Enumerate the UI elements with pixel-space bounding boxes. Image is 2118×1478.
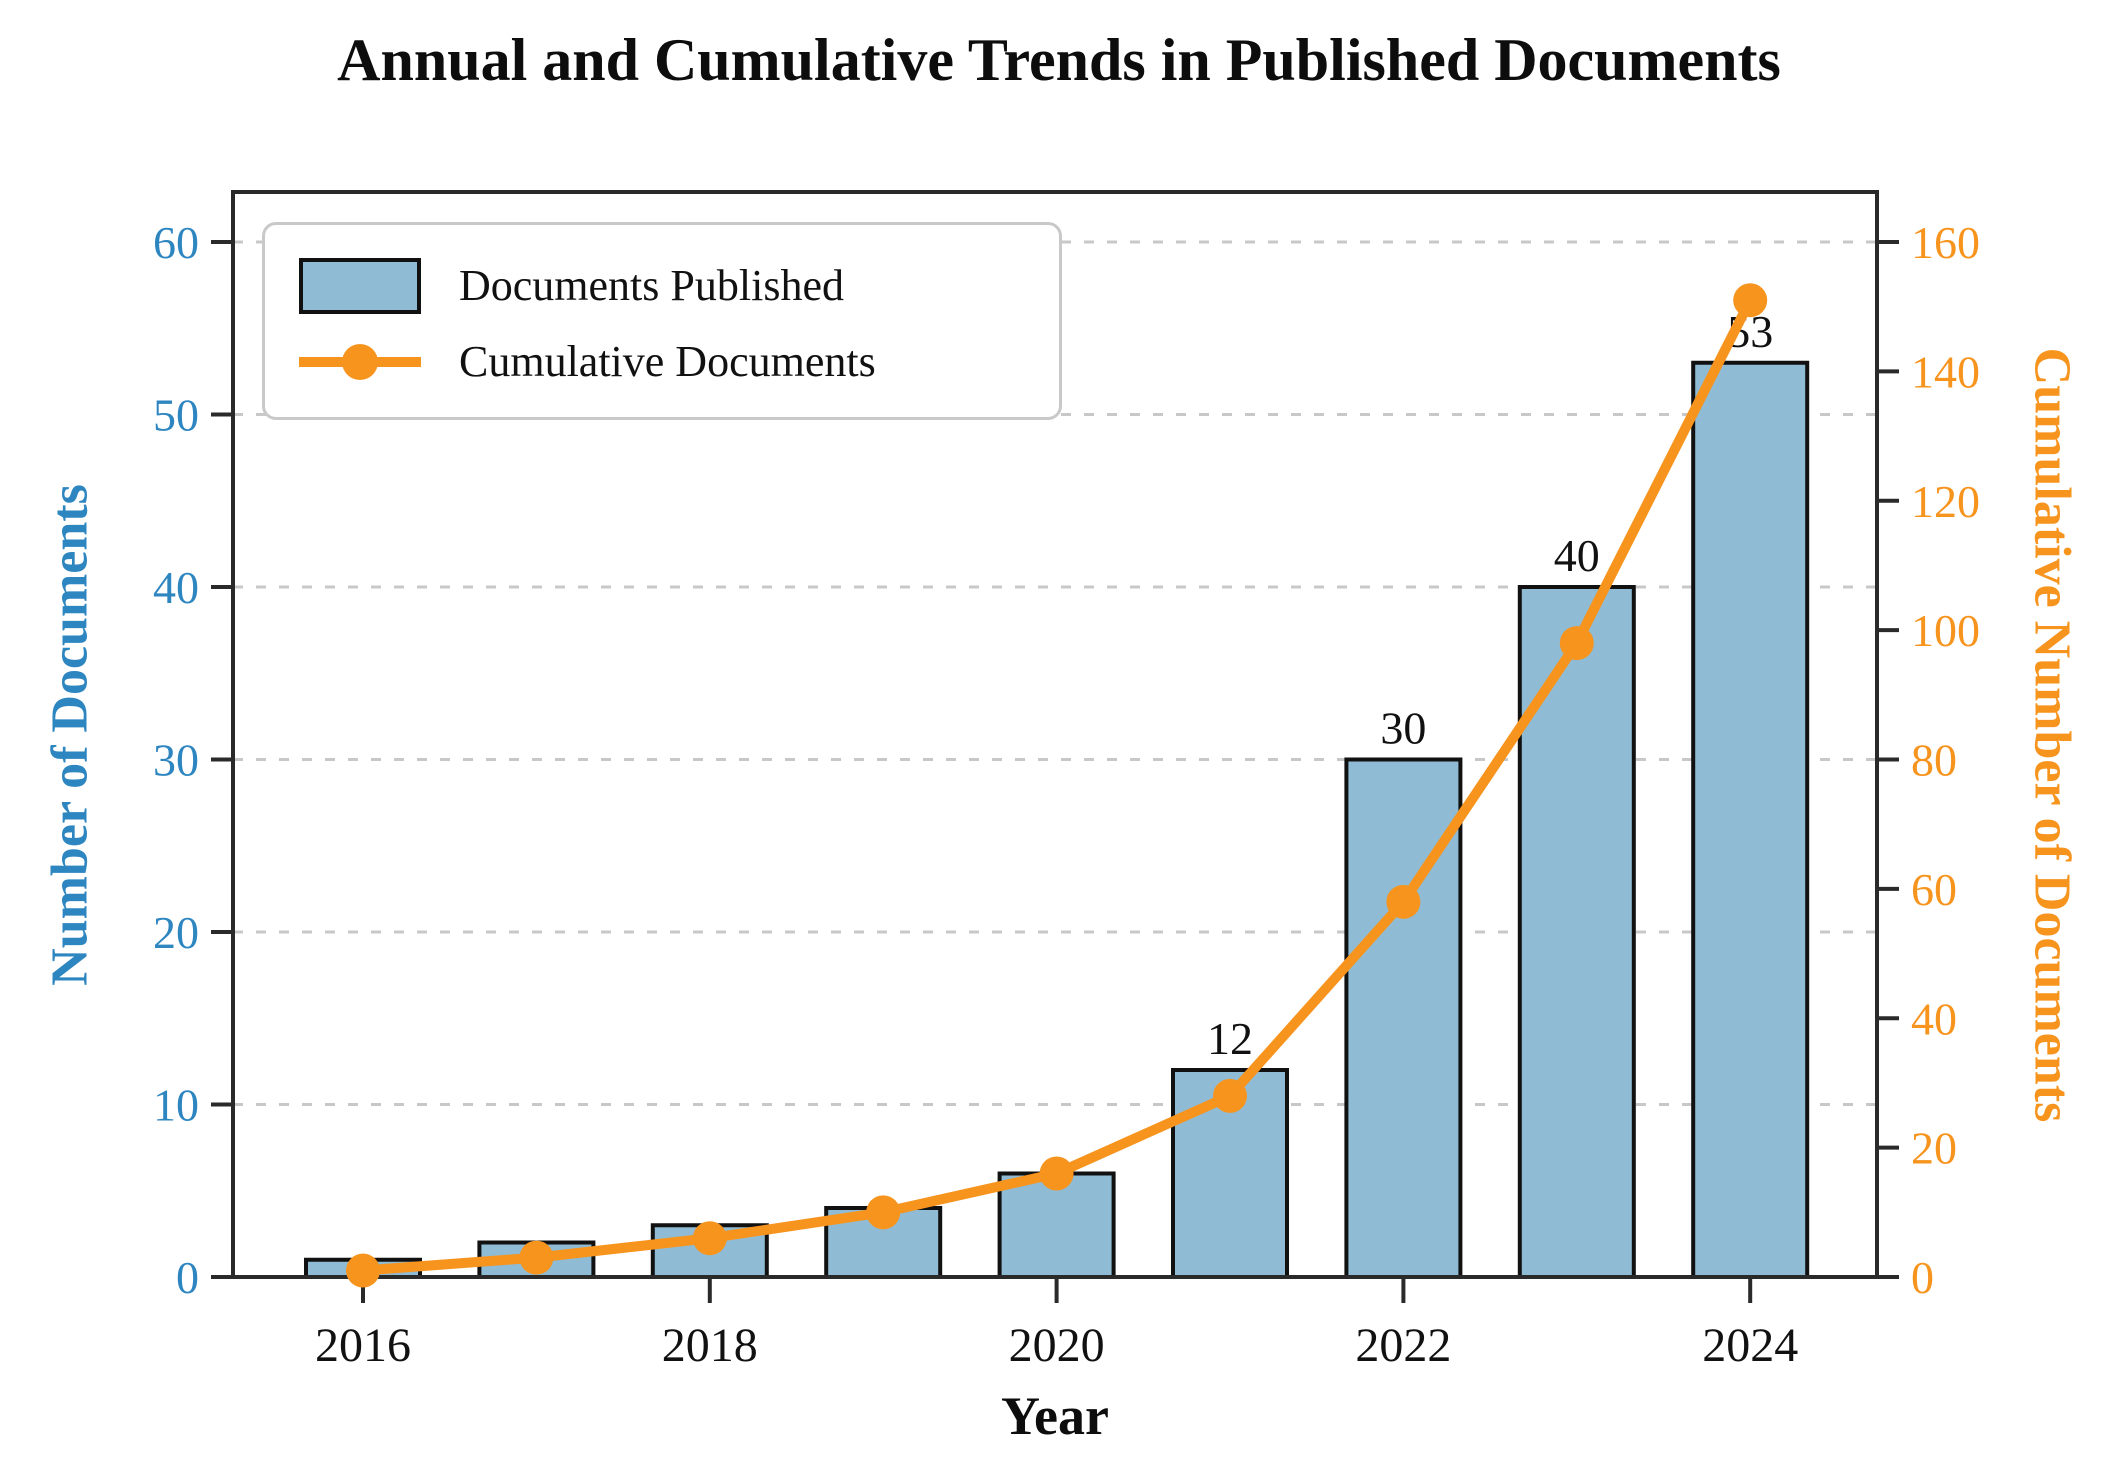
- legend-line-swatch-icon: [299, 344, 421, 380]
- right-y-tick-label: 120: [1911, 476, 1980, 527]
- bar: [1517, 585, 1636, 1279]
- legend-label: Cumulative Documents: [459, 337, 876, 386]
- right-y-tick-label: 160: [1911, 217, 1980, 268]
- left-y-tick-label: 50: [153, 390, 199, 441]
- right-y-tick-label: 0: [1911, 1252, 1934, 1303]
- cumulative-marker: [1039, 1156, 1074, 1191]
- x-tick-label: 2024: [1702, 1319, 1798, 1372]
- x-tick-label: 2018: [662, 1319, 758, 1372]
- left-y-tick-label: 0: [176, 1252, 199, 1303]
- left-y-tick-label: 40: [153, 562, 199, 613]
- cumulative-marker: [1386, 884, 1421, 919]
- cumulative-marker: [866, 1195, 901, 1230]
- left-y-tick-label: 20: [153, 907, 199, 958]
- x-tick-label: 2022: [1355, 1319, 1451, 1372]
- chart-title: Annual and Cumulative Trends in Publishe…: [337, 27, 1781, 93]
- legend-item-cumulative-documents: Cumulative Documents: [299, 340, 1059, 384]
- y-axis-label-right: Cumulative Number of Documents: [2023, 347, 2081, 1123]
- legend-bar-swatch-icon: [299, 258, 421, 314]
- legend-item-documents-published: Documents Published: [299, 258, 1059, 314]
- right-y-tick-label: 60: [1911, 864, 1957, 915]
- cumulative-marker: [1733, 283, 1768, 318]
- bar-value-label: 30: [1380, 703, 1426, 754]
- y-axis-label-left: Number of Documents: [41, 484, 99, 986]
- right-y-tick-label: 80: [1911, 735, 1957, 786]
- left-y-tick-label: 30: [153, 735, 199, 786]
- cumulative-marker: [1213, 1078, 1247, 1113]
- bar: [1691, 360, 1810, 1279]
- legend: Documents Published Cumulative Documents: [262, 222, 1062, 420]
- right-y-tick-label: 20: [1911, 1123, 1957, 1174]
- right-y-tick-label: 40: [1911, 993, 1957, 1044]
- left-y-tick-label: 10: [153, 1080, 199, 1131]
- legend-marker-dot-icon: [342, 344, 378, 380]
- cumulative-marker: [1559, 626, 1594, 661]
- x-axis-label: Year: [1001, 1386, 1109, 1446]
- cumulative-marker: [346, 1253, 380, 1288]
- right-y-tick-label: 140: [1911, 346, 1980, 397]
- cumulative-marker: [519, 1240, 554, 1275]
- x-tick-label: 2020: [1009, 1319, 1105, 1372]
- bar-value-label: 12: [1207, 1013, 1253, 1064]
- left-y-tick-label: 60: [153, 217, 199, 268]
- right-y-tick-label: 100: [1911, 605, 1980, 656]
- x-tick-label: 2016: [315, 1319, 411, 1372]
- bar-value-label: 40: [1554, 530, 1600, 581]
- legend-label: Documents Published: [459, 261, 844, 310]
- cumulative-marker: [692, 1221, 727, 1256]
